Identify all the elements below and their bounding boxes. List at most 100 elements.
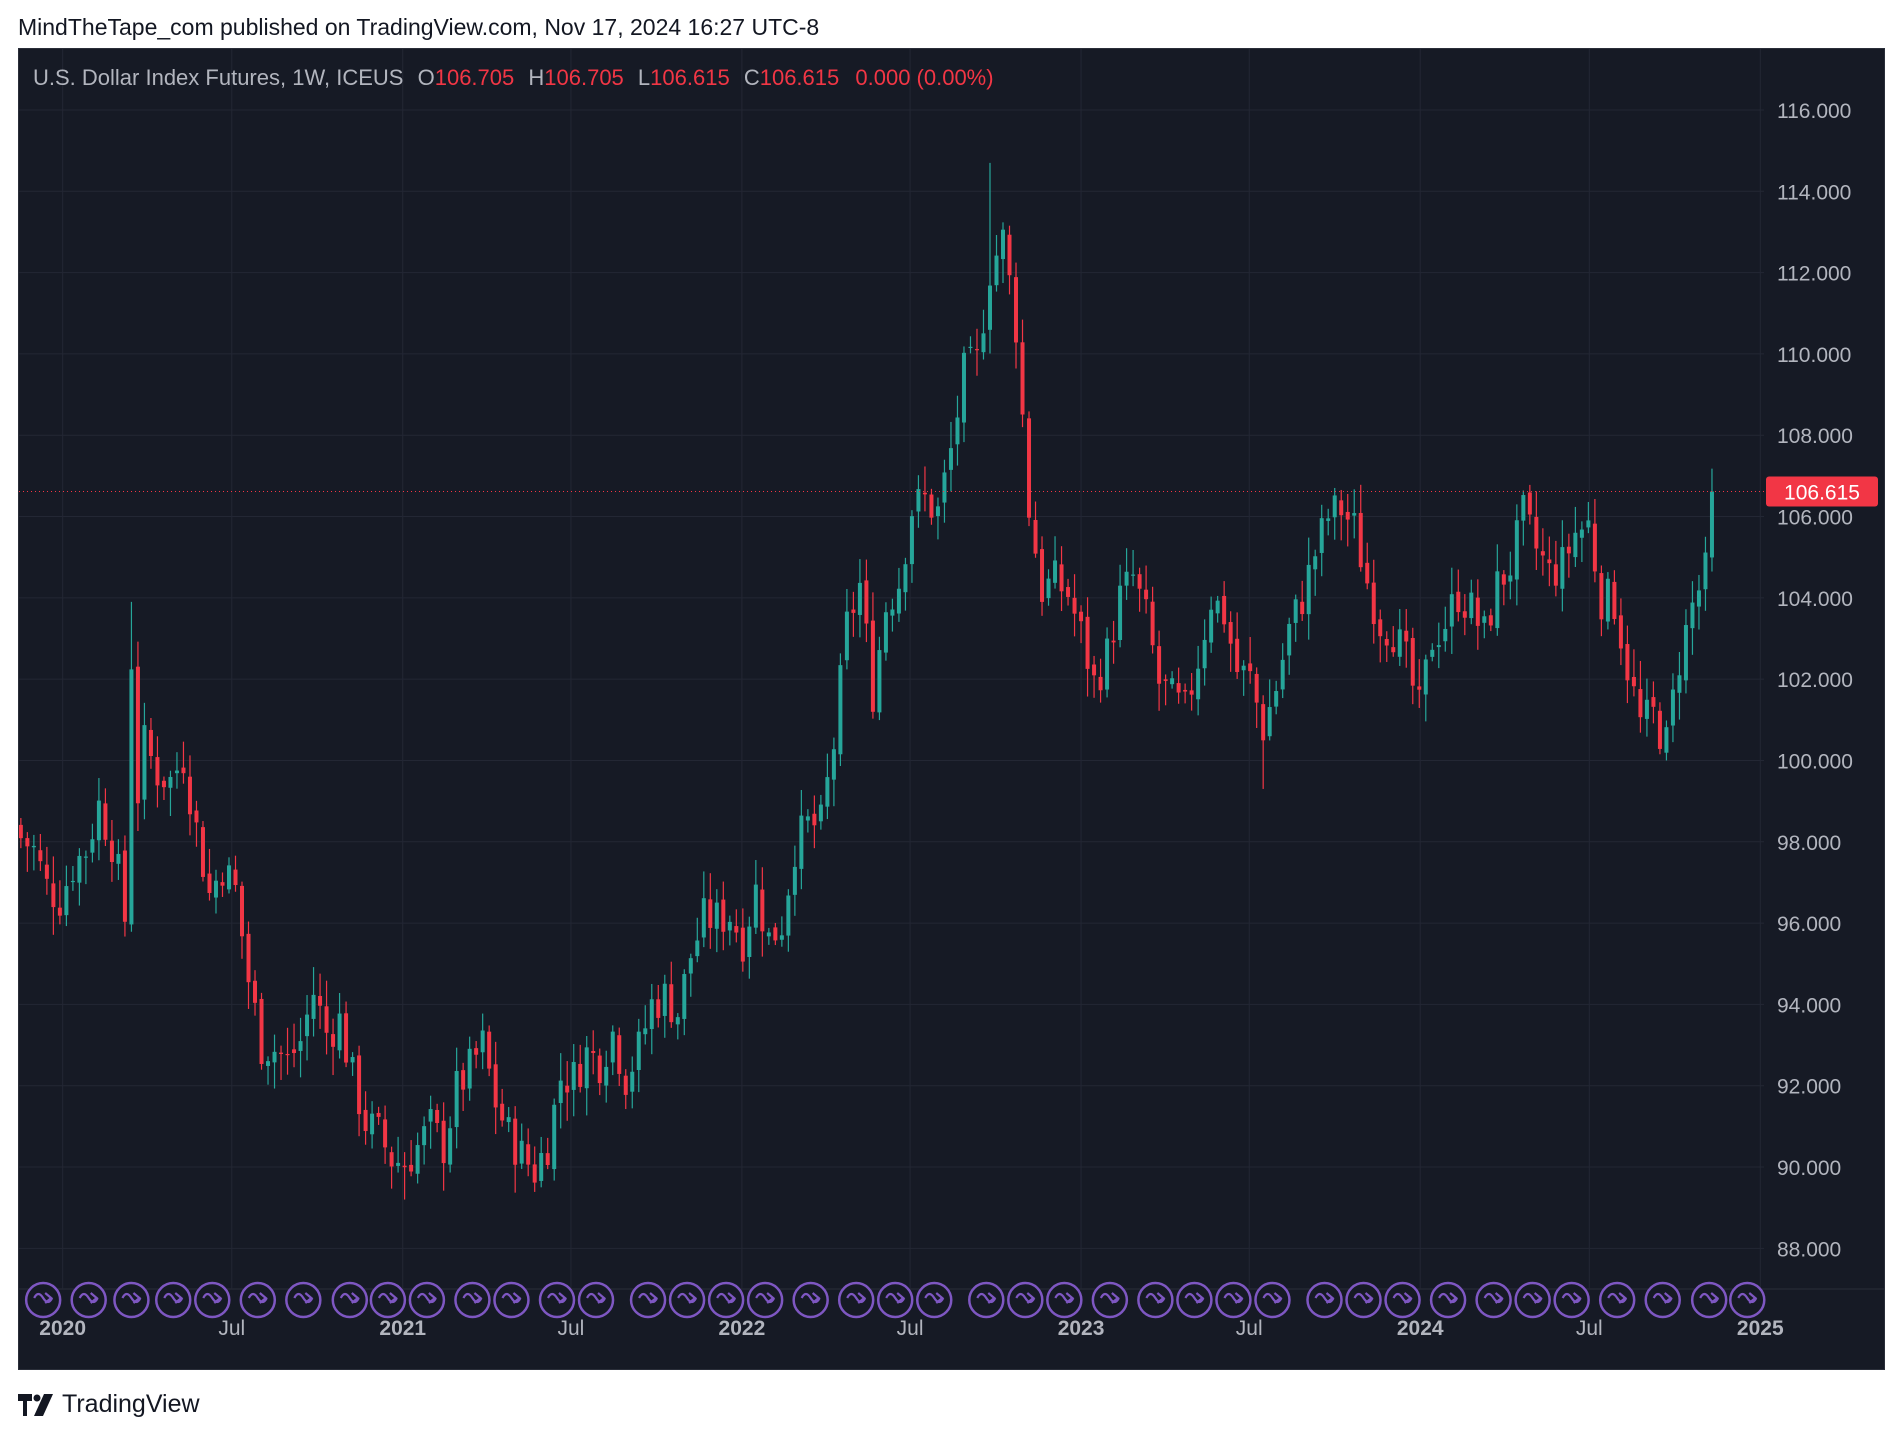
candle-body bbox=[929, 494, 934, 518]
economic-event-icon[interactable] bbox=[707, 1281, 745, 1319]
economic-event-icon[interactable] bbox=[331, 1281, 369, 1319]
economic-event-icon[interactable] bbox=[1598, 1281, 1636, 1319]
economic-event-icon[interactable] bbox=[1345, 1281, 1382, 1319]
economic-event-icon[interactable] bbox=[1690, 1281, 1728, 1319]
candle-body bbox=[1456, 591, 1461, 613]
candle-body bbox=[1254, 673, 1259, 703]
candle-body bbox=[181, 767, 186, 774]
economic-event-icon[interactable] bbox=[629, 1281, 667, 1319]
candle-body bbox=[987, 285, 992, 330]
candle-body bbox=[376, 1112, 381, 1117]
economic-event-icon[interactable] bbox=[668, 1281, 706, 1319]
candlestick-chart[interactable]: 88.000 90.000 92.000 94.000 96.000 98.000 100.… bbox=[19, 49, 1884, 1369]
economic-event-icon[interactable] bbox=[24, 1281, 62, 1319]
economic-event-icon[interactable] bbox=[1007, 1281, 1044, 1319]
candle-body bbox=[578, 1063, 583, 1087]
candle-body bbox=[318, 995, 323, 1006]
economic-event-icon[interactable] bbox=[113, 1281, 150, 1319]
economic-event-icon[interactable] bbox=[369, 1281, 407, 1319]
economic-event-icon[interactable] bbox=[1091, 1281, 1129, 1319]
economic-event-icon[interactable] bbox=[1306, 1281, 1343, 1319]
economic-event-icon[interactable] bbox=[915, 1281, 953, 1319]
economic-event-icon[interactable] bbox=[1176, 1281, 1213, 1319]
economic-event-icon[interactable] bbox=[1514, 1281, 1551, 1319]
candle-body bbox=[1423, 659, 1428, 695]
candle-body bbox=[25, 838, 30, 847]
economic-event-icon[interactable] bbox=[285, 1281, 322, 1319]
candle-body bbox=[584, 1047, 589, 1089]
economic-event-icon[interactable] bbox=[577, 1281, 615, 1319]
candle-body bbox=[890, 609, 895, 616]
candle-body bbox=[1137, 574, 1142, 589]
symbol-title[interactable]: U.S. Dollar Index Futures, 1W, ICEUS bbox=[33, 65, 404, 90]
candle-body bbox=[1183, 689, 1188, 692]
economic-event-icon[interactable] bbox=[493, 1281, 530, 1319]
economic-event-icon[interactable] bbox=[746, 1281, 784, 1319]
candle-body bbox=[435, 1109, 440, 1124]
economic-event-icon[interactable] bbox=[70, 1281, 107, 1319]
economic-event-icon[interactable] bbox=[1475, 1281, 1512, 1319]
candle-body bbox=[467, 1048, 472, 1089]
economic-event-icon[interactable] bbox=[194, 1281, 231, 1319]
candle-body bbox=[272, 1051, 277, 1063]
last-price-badge bbox=[1766, 476, 1878, 507]
candle-body bbox=[142, 725, 147, 800]
candle-body bbox=[1014, 277, 1019, 343]
economic-event-icon[interactable] bbox=[792, 1281, 829, 1319]
economic-event-icon[interactable] bbox=[837, 1281, 875, 1319]
candle-body bbox=[896, 588, 901, 614]
candle-body bbox=[1384, 639, 1389, 646]
candle-body bbox=[1345, 511, 1350, 520]
economic-event-icon[interactable] bbox=[1644, 1281, 1681, 1319]
candle-body bbox=[682, 974, 687, 1019]
economic-event-icon[interactable] bbox=[1553, 1281, 1590, 1319]
economic-event-icon[interactable] bbox=[454, 1281, 491, 1319]
candle-body bbox=[1287, 623, 1292, 656]
candle-body bbox=[116, 853, 121, 864]
candle-body bbox=[734, 926, 739, 933]
low-value: 106.615 bbox=[650, 65, 730, 90]
economic-event-icon[interactable] bbox=[408, 1281, 446, 1319]
y-tick-label: 90.000 bbox=[1777, 1157, 1841, 1180]
economic-event-icon[interactable] bbox=[1729, 1281, 1766, 1319]
candle-body bbox=[740, 927, 745, 962]
candle-body bbox=[1371, 582, 1376, 625]
candle-body bbox=[396, 1162, 401, 1166]
candle-body bbox=[526, 1144, 531, 1165]
candle-body bbox=[1573, 532, 1578, 558]
close-value: 106.615 bbox=[759, 65, 840, 90]
economic-event-icon[interactable] bbox=[154, 1281, 192, 1319]
candle-body bbox=[285, 1053, 290, 1056]
candle-body bbox=[604, 1066, 609, 1086]
economic-event-icon[interactable] bbox=[876, 1281, 914, 1319]
candle-body bbox=[57, 907, 62, 916]
economic-event-icon[interactable] bbox=[968, 1281, 1005, 1319]
candle-body bbox=[233, 869, 238, 886]
economic-event-icon[interactable] bbox=[1254, 1281, 1291, 1319]
tradingview-brand[interactable]: TradingView bbox=[18, 1390, 200, 1419]
y-tick-label: 114.000 bbox=[1777, 181, 1851, 204]
candle-body bbox=[773, 927, 778, 941]
candle-body bbox=[981, 333, 986, 353]
candle-body bbox=[1215, 600, 1220, 614]
candle-body bbox=[1618, 615, 1623, 649]
candle-body bbox=[1527, 492, 1532, 515]
economic-event-icon[interactable] bbox=[1429, 1281, 1467, 1319]
candle-body bbox=[1157, 646, 1162, 684]
x-tick-label: 2025 bbox=[1737, 1317, 1784, 1340]
candle-body bbox=[695, 940, 700, 957]
candle-body bbox=[883, 612, 888, 653]
economic-event-icon[interactable] bbox=[1384, 1281, 1421, 1319]
candle-body bbox=[187, 776, 192, 815]
economic-event-icon[interactable] bbox=[239, 1281, 277, 1319]
candle-body bbox=[1267, 707, 1272, 737]
candle-body bbox=[448, 1128, 453, 1165]
candle-body bbox=[1404, 630, 1409, 642]
economic-event-icon[interactable] bbox=[1215, 1281, 1252, 1319]
chart-panel[interactable]: 88.000 90.000 92.000 94.000 96.000 98.000 100.… bbox=[18, 48, 1885, 1370]
economic-event-icon[interactable] bbox=[1137, 1281, 1174, 1319]
economic-event-icon[interactable] bbox=[538, 1281, 576, 1319]
candle-body bbox=[1079, 611, 1084, 622]
economic-event-icon[interactable] bbox=[1046, 1281, 1083, 1319]
candle-body bbox=[1176, 683, 1181, 693]
